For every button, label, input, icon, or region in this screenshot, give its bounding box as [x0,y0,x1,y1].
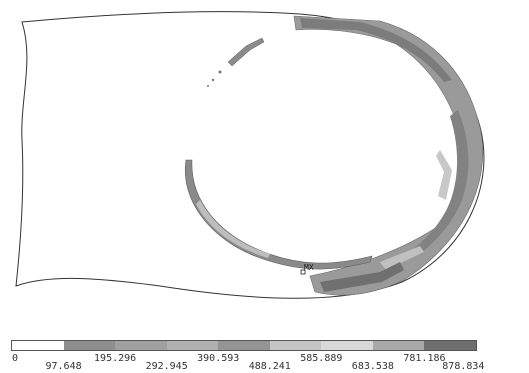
legend-tick-label: 292.945 [145,361,188,372]
legend-tick-label: 0 [12,353,19,364]
legend-tick-label: 195.296 [94,353,137,364]
legend-tick-label: 683.538 [351,361,394,372]
legend-swatch [372,341,425,351]
legend-swatch [12,341,64,351]
legend-tick-label: 97.648 [45,361,82,372]
contour-band-dark-3 [320,262,404,292]
legend-swatch [166,341,219,351]
mx-marker [300,269,306,275]
legend-tick-label: 781.186 [403,353,446,364]
contour-inner-arc-light [196,200,270,258]
contour-fragment-upper [227,37,265,67]
contour-band-light-1 [436,150,452,200]
legend-swatch [63,341,116,351]
legend-tick-label: 488.241 [248,361,291,372]
contour-band-light-2 [380,246,424,270]
contour-band-dark-2 [414,110,469,254]
legend-swatch [321,341,374,351]
contour-band-outer [293,15,484,296]
legend-frame [11,340,477,351]
legend-tick-label: 878.834 [442,361,485,372]
legend-swatch [218,341,271,351]
mx-label: MX [304,263,314,272]
legend-tick-label: 585.889 [300,353,343,364]
legend-swatch [424,341,477,351]
legend-swatch [115,341,168,351]
contour-speck-1 [218,70,222,74]
legend-tick-label: 390.593 [197,353,240,364]
contour-band-dark-1 [300,18,452,82]
contour-speck-2 [211,78,215,82]
legend-swatch [269,341,322,351]
contour-speck-3 [207,85,209,87]
